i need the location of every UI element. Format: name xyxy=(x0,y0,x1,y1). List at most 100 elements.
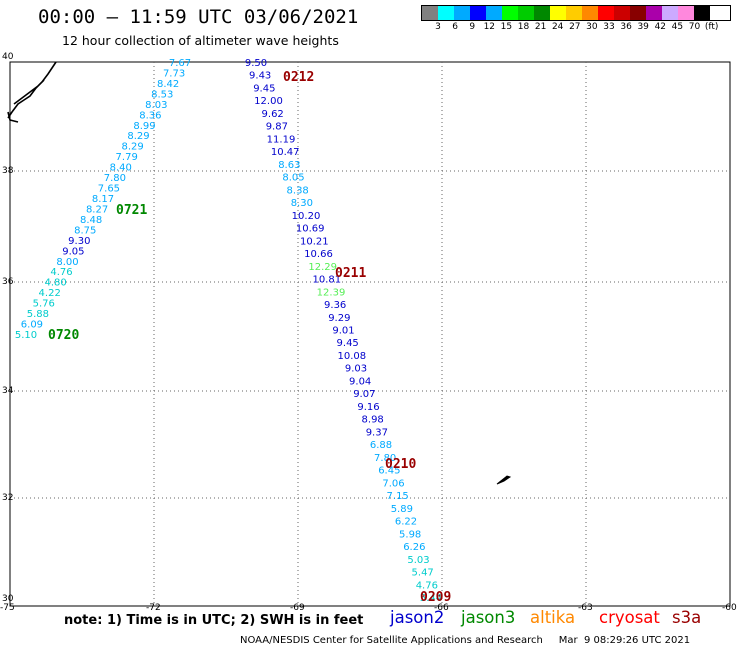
longitude-label: -72 xyxy=(146,603,161,613)
wave-height-value: 6.22 xyxy=(395,517,417,528)
longitude-label: -60 xyxy=(722,603,737,613)
wave-height-value: 4.76 xyxy=(416,580,438,591)
legend-labels: 3 6 9 12 15 18 21 24 27 30 33 36 39 42 45 70 (ft) xyxy=(421,21,731,35)
wave-height-value: 6.26 xyxy=(403,542,425,553)
legend-swatch xyxy=(502,6,518,20)
wave-height-value: 9.43 xyxy=(249,71,271,82)
wave-height-value: 10.20 xyxy=(292,211,321,222)
longitude-label: -75 xyxy=(0,603,15,613)
latitude-label: 32 xyxy=(2,493,13,503)
legend-label: 42 xyxy=(654,22,667,32)
legend-swatch xyxy=(582,6,598,20)
wave-height-value: 7.79 xyxy=(116,152,138,163)
pass-time-label: 0720 xyxy=(48,328,79,343)
longitude-label: -63 xyxy=(578,603,593,613)
wave-height-value: 5.76 xyxy=(33,299,55,310)
wave-height-value: 10.47 xyxy=(271,147,300,158)
wave-height-value: 8.48 xyxy=(80,215,102,226)
footer-credit: NOAA/NESDIS Center for Satellite Applica… xyxy=(240,635,691,646)
bermuda-island xyxy=(496,475,512,485)
wave-height-value: 7.67 xyxy=(169,58,191,69)
map-title: 00:00 – 11:59 UTC 03/06/2021 xyxy=(38,6,359,28)
wave-height-value: 4.76 xyxy=(50,267,72,278)
wave-height-value: 9.50 xyxy=(245,58,267,69)
wave-height-value: 8.03 xyxy=(145,100,167,111)
legend-swatch xyxy=(422,6,438,20)
legend-swatch xyxy=(646,6,662,20)
legend-swatch xyxy=(678,6,694,20)
wave-height-value: 9.45 xyxy=(253,83,275,94)
wave-height-value: 12.29 xyxy=(308,262,337,273)
legend-swatch xyxy=(662,6,678,20)
wave-height-value: 8.30 xyxy=(291,198,313,209)
wave-height-value: 11.19 xyxy=(267,134,296,145)
satellite-name: altika xyxy=(530,608,576,627)
wave-height-value: 7.06 xyxy=(382,478,404,489)
legend-swatch xyxy=(486,6,502,20)
latitude-label: 36 xyxy=(2,277,14,287)
wave-height-value: 9.30 xyxy=(68,236,90,247)
wave-height-value: 8.75 xyxy=(74,225,96,236)
wave-height-value: 10.08 xyxy=(338,351,367,362)
legend-swatch xyxy=(550,6,566,20)
wave-height-value: 9.62 xyxy=(262,109,284,120)
wave-height-value: 9.36 xyxy=(324,300,346,311)
wave-height-value: 9.03 xyxy=(345,364,367,375)
wave-height-value: 9.01 xyxy=(332,326,354,337)
legend-swatch xyxy=(470,6,486,20)
legend-label: 6 xyxy=(452,22,458,32)
wave-height-value: 9.07 xyxy=(353,389,375,400)
latitude-label: 40 xyxy=(2,52,14,62)
longitude-label: -69 xyxy=(290,603,305,613)
wave-height-value: 5.47 xyxy=(412,568,434,579)
wave-height-value: 8.27 xyxy=(86,204,108,215)
legend-label: 30 xyxy=(586,22,598,32)
wave-height-value: 5.89 xyxy=(391,504,413,515)
legend-label: 33 xyxy=(603,22,615,32)
legend-swatch xyxy=(518,6,534,20)
satellite-name: s3a xyxy=(672,608,702,627)
wave-height-value: 8.00 xyxy=(56,257,78,268)
pass-time-label: 0210 xyxy=(385,457,416,472)
wave-height-value: 5.88 xyxy=(27,309,49,320)
pass-time-label: 0721 xyxy=(116,203,147,218)
legend-swatch xyxy=(566,6,582,20)
wave-height-value: 8.99 xyxy=(133,121,155,132)
legend-label: 21 xyxy=(534,22,547,32)
legend-label: 36 xyxy=(620,22,632,32)
wave-height-value: 5.03 xyxy=(407,555,429,566)
legend-label: 45 xyxy=(671,22,684,32)
pass-time-label: 0211 xyxy=(335,266,366,281)
legend-label: 9 xyxy=(469,22,476,32)
wave-height-value: 12.00 xyxy=(254,96,283,107)
latitude-label: 30 xyxy=(2,594,14,604)
wave-height-value: 10.66 xyxy=(304,249,333,260)
wave-height-value: 9.45 xyxy=(337,338,359,349)
legend-label: 24 xyxy=(551,22,564,32)
legend-label: 18 xyxy=(517,22,530,32)
wave-height-value: 8.98 xyxy=(362,415,384,426)
legend-label: 27 xyxy=(569,22,581,32)
legend-label: 12 xyxy=(483,22,496,32)
latitude-label: 34 xyxy=(2,386,14,396)
legend-label: 3 xyxy=(435,22,441,32)
wave-height-value: 8.29 xyxy=(121,142,143,153)
wave-height-value: 4.22 xyxy=(39,288,61,299)
wave-height-value: 7.80 xyxy=(374,453,396,464)
wave-height-value: 10.69 xyxy=(296,224,325,235)
color-legend: 3 6 9 12 15 18 21 24 27 30 33 36 39 42 45 70 (ft) xyxy=(421,5,731,35)
legend-label: 15 xyxy=(500,22,513,32)
satellite-name: cryosat xyxy=(599,608,660,627)
legend-swatch xyxy=(694,6,710,20)
longitude-label: -66 xyxy=(434,603,449,613)
wave-height-value: 8.05 xyxy=(282,173,304,184)
satellite-name: jason2 xyxy=(390,608,445,627)
pass-time-label: 0209 xyxy=(420,590,451,605)
legend-swatch xyxy=(598,6,614,20)
coastline xyxy=(7,61,57,123)
wave-height-value: 8.63 xyxy=(278,160,300,171)
wave-height-value: 9.04 xyxy=(349,376,371,387)
wave-height-value: 9.37 xyxy=(366,427,388,438)
wave-height-value: 4.80 xyxy=(44,278,66,289)
map-subtitle: 12 hour collection of altimeter wave hei… xyxy=(62,33,339,48)
